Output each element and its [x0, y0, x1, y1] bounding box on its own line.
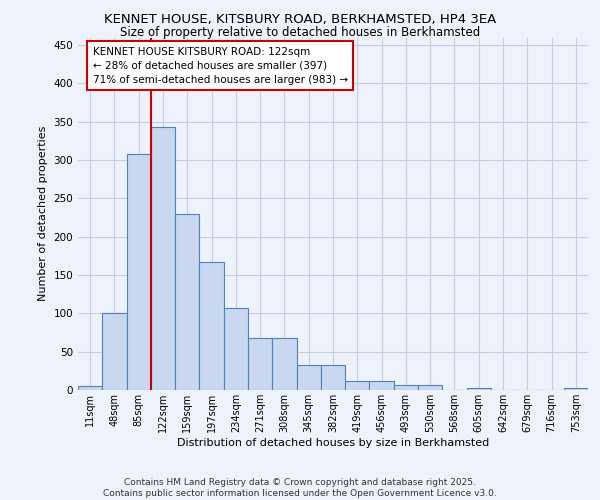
- Bar: [248, 338, 272, 390]
- Bar: [224, 308, 248, 390]
- Bar: [102, 314, 127, 390]
- X-axis label: Distribution of detached houses by size in Berkhamsted: Distribution of detached houses by size …: [177, 438, 489, 448]
- Bar: [175, 214, 199, 390]
- Bar: [199, 262, 224, 390]
- Text: KENNET HOUSE, KITSBURY ROAD, BERKHAMSTED, HP4 3EA: KENNET HOUSE, KITSBURY ROAD, BERKHAMSTED…: [104, 12, 496, 26]
- Bar: [467, 388, 491, 390]
- Bar: [296, 364, 321, 390]
- Bar: [418, 384, 442, 390]
- Bar: [321, 364, 345, 390]
- Text: Contains HM Land Registry data © Crown copyright and database right 2025.
Contai: Contains HM Land Registry data © Crown c…: [103, 478, 497, 498]
- Bar: [151, 127, 175, 390]
- Bar: [127, 154, 151, 390]
- Bar: [345, 381, 370, 390]
- Bar: [272, 338, 296, 390]
- Bar: [370, 381, 394, 390]
- Y-axis label: Number of detached properties: Number of detached properties: [38, 126, 48, 302]
- Text: KENNET HOUSE KITSBURY ROAD: 122sqm
← 28% of detached houses are smaller (397)
71: KENNET HOUSE KITSBURY ROAD: 122sqm ← 28%…: [92, 46, 347, 84]
- Bar: [78, 386, 102, 390]
- Bar: [564, 388, 588, 390]
- Text: Size of property relative to detached houses in Berkhamsted: Size of property relative to detached ho…: [120, 26, 480, 39]
- Bar: [394, 384, 418, 390]
